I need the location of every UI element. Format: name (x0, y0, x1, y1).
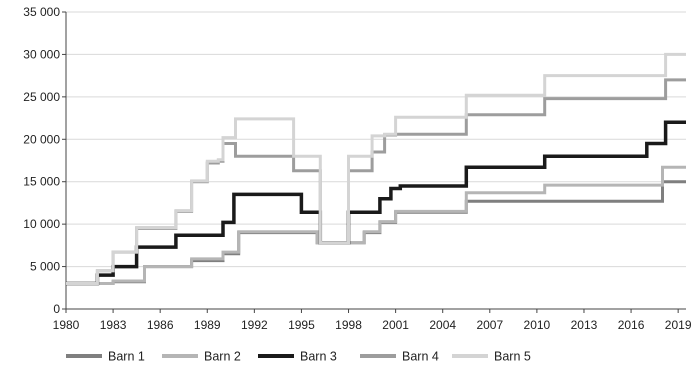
legend-label-barn-1: Barn 1 (108, 350, 145, 364)
x-tick-label: 2001 (382, 318, 409, 332)
y-tick-label: 15 000 (23, 175, 60, 189)
y-tick-label: 0 (53, 302, 60, 316)
y-tick-label: 25 000 (23, 90, 60, 104)
series-line-barn-3 (66, 120, 686, 286)
series-line-barn-2 (66, 165, 686, 285)
legend-label-barn-2: Barn 2 (204, 350, 241, 364)
x-tick-label: 1980 (53, 318, 80, 332)
series-lines (66, 52, 686, 286)
legend-label-barn-4: Barn 4 (402, 350, 439, 364)
y-tick-label: 20 000 (23, 132, 60, 146)
y-tick-label: 5 000 (30, 260, 60, 274)
series-line-barn-5 (66, 52, 686, 285)
x-tick-label: 1986 (147, 318, 174, 332)
y-tick-label: 10 000 (23, 217, 60, 231)
legend: Barn 1 Barn 2 Barn 3 Barn 4 Barn 5 (66, 350, 531, 364)
x-tick-label: 1995 (288, 318, 315, 332)
legend-label-barn-3: Barn 3 (300, 350, 337, 364)
x-tick-label: 2016 (618, 318, 645, 332)
x-tick-label: 2010 (524, 318, 551, 332)
legend-label-barn-5: Barn 5 (494, 350, 531, 364)
x-tick-label: 1989 (194, 318, 221, 332)
y-tick-label: 35 000 (23, 5, 60, 19)
x-tick-label: 1998 (335, 318, 362, 332)
y-tick-label: 30 000 (23, 47, 60, 61)
x-tick-label: 2013 (571, 318, 598, 332)
x-tick-label: 1983 (100, 318, 127, 332)
x-tick-label: 1992 (241, 318, 268, 332)
x-tick-label: 2007 (476, 318, 503, 332)
gridlines (66, 11, 686, 268)
axes: 0 5 000 10 000 15 000 20 000 25 000 30 000 35 0… (23, 5, 692, 332)
x-tick-label: 2019 (665, 318, 692, 332)
x-tick-label: 2004 (429, 318, 456, 332)
